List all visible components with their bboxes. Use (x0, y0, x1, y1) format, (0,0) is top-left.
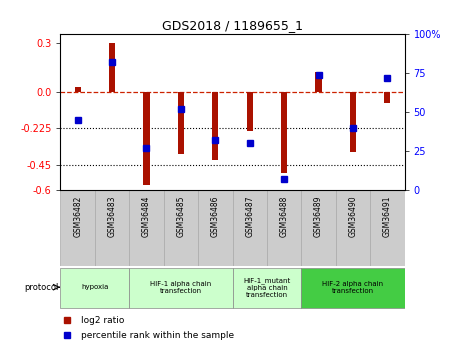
Text: HIF-1 alpha chain
transfection: HIF-1 alpha chain transfection (150, 281, 212, 294)
Bar (212, 92, 219, 160)
Text: protocol: protocol (24, 283, 59, 292)
Text: GSM36483: GSM36483 (107, 196, 117, 237)
Bar (301, 268, 405, 308)
Bar (232, 268, 301, 308)
Text: GSM36487: GSM36487 (245, 196, 254, 237)
Text: GSM36490: GSM36490 (348, 196, 358, 237)
Text: HIF-1_mutant
alpha chain
transfection: HIF-1_mutant alpha chain transfection (243, 277, 291, 297)
Bar (178, 92, 184, 154)
Text: GSM36488: GSM36488 (279, 196, 289, 237)
Text: log2 ratio: log2 ratio (81, 316, 125, 325)
Text: GSM36484: GSM36484 (142, 196, 151, 237)
Text: GSM36482: GSM36482 (73, 196, 82, 237)
Bar (267, 190, 301, 266)
Bar (370, 190, 405, 266)
Bar (129, 268, 232, 308)
Bar (246, 92, 253, 131)
Text: percentile rank within the sample: percentile rank within the sample (81, 331, 234, 340)
Title: GDS2018 / 1189655_1: GDS2018 / 1189655_1 (162, 19, 303, 32)
Bar (301, 190, 336, 266)
Bar (384, 92, 391, 103)
Bar (143, 92, 150, 185)
Text: GSM36486: GSM36486 (211, 196, 220, 237)
Bar (74, 87, 81, 92)
Bar (164, 190, 198, 266)
Bar (198, 190, 232, 266)
Bar (281, 92, 287, 174)
Bar (232, 190, 267, 266)
Bar (350, 92, 356, 152)
Text: GSM36489: GSM36489 (314, 196, 323, 237)
Bar (315, 72, 322, 92)
Bar (95, 190, 129, 266)
Bar (109, 43, 115, 92)
Text: HIF-2 alpha chain
transfection: HIF-2 alpha chain transfection (322, 281, 384, 294)
Text: GSM36485: GSM36485 (176, 196, 186, 237)
Text: hypoxia: hypoxia (81, 284, 108, 290)
Bar (336, 190, 370, 266)
Bar (60, 268, 129, 308)
Bar (129, 190, 164, 266)
Bar (60, 190, 95, 266)
Text: GSM36491: GSM36491 (383, 196, 392, 237)
